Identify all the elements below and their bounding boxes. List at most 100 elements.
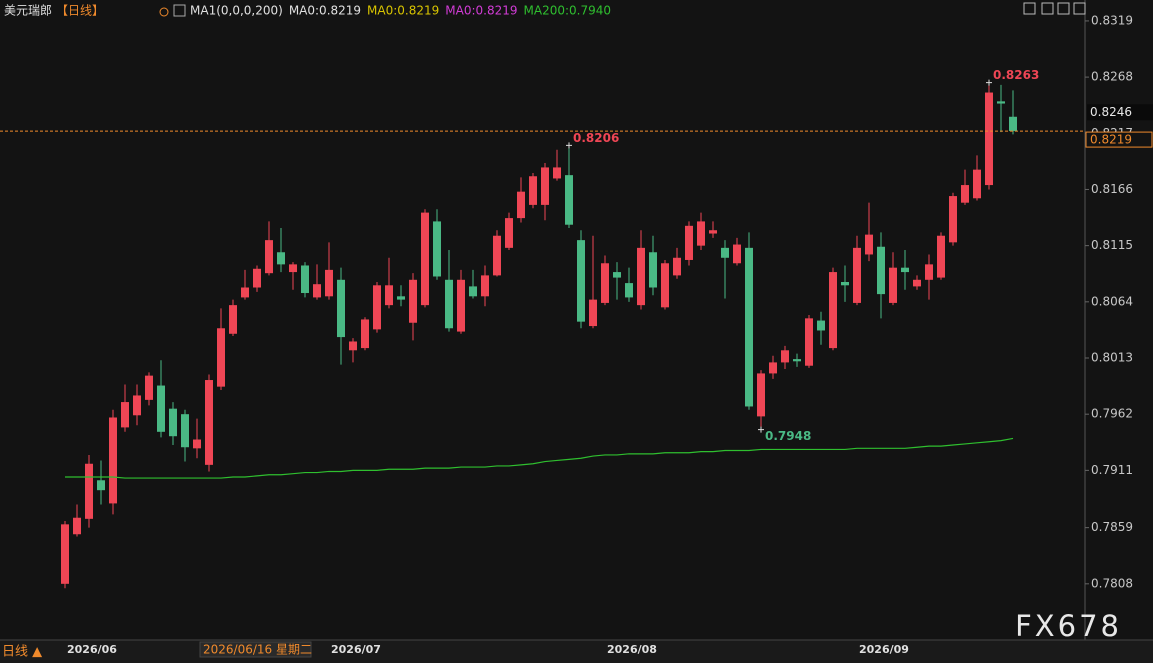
candle-body: [697, 221, 705, 246]
window-controls: [1023, 2, 1086, 15]
annotation: 0.8263: [993, 68, 1039, 82]
x-tick-label: 2026/07: [331, 643, 381, 656]
annotation-marker: [566, 142, 572, 149]
x-tick-label: 2026/08: [607, 643, 657, 656]
candle-body: [73, 517, 81, 535]
control-split[interactable]: [1041, 2, 1054, 15]
candle-body: [325, 269, 333, 297]
last-price-label: 0.8219: [1090, 133, 1132, 147]
annotation: 0.8206: [573, 131, 619, 145]
candle-body: [421, 212, 429, 306]
candle-body: [121, 402, 129, 428]
candle-body: [589, 299, 597, 327]
control-max[interactable]: [1057, 2, 1070, 15]
candle-body: [841, 281, 849, 286]
control-move[interactable]: [1023, 2, 1036, 15]
y-tick-label: 0.8013: [1091, 351, 1133, 365]
candle-body: [577, 240, 585, 322]
y-tick-label: 0.8319: [1091, 13, 1133, 27]
candle-body: [133, 395, 141, 416]
candle-body: [253, 268, 261, 288]
candle-body: [817, 320, 825, 331]
legend-item: MA1(0,0,0,200): [190, 4, 283, 18]
candle-body: [613, 272, 621, 278]
y-tick-label: 0.7962: [1091, 407, 1133, 421]
candle-body: [145, 375, 153, 400]
x-tick-label: 2026/09: [859, 643, 909, 656]
legend-item: MA0:0.8219: [289, 4, 361, 18]
candle-body: [985, 92, 993, 186]
crosshair-box: [199, 641, 312, 658]
candle-body: [445, 279, 453, 329]
candle-body: [649, 252, 657, 288]
candle-body: [757, 373, 765, 417]
candle-body: [505, 218, 513, 248]
candle-body: [229, 305, 237, 334]
candle-body: [637, 247, 645, 306]
candle-body: [937, 235, 945, 278]
x-axis-band: [0, 640, 1153, 663]
candle-body: [289, 264, 297, 273]
candle-body: [685, 225, 693, 260]
last-price-box: [1085, 131, 1153, 148]
annotation: 0.7948: [765, 429, 811, 443]
candle-body: [541, 167, 549, 205]
y-tick-label: 0.7911: [1091, 463, 1133, 477]
y-tick-label: 0.8064: [1091, 294, 1133, 308]
candle-body: [949, 196, 957, 243]
candle-body: [997, 101, 1005, 104]
price-label: 0.8246: [1090, 105, 1132, 119]
candle-body: [829, 272, 837, 349]
candle-body: [109, 417, 117, 504]
y-tick-label: 0.8166: [1091, 182, 1133, 196]
candle-body: [397, 296, 405, 300]
candle-body: [277, 252, 285, 265]
y-tick-label: 0.8268: [1091, 70, 1133, 84]
candle-body: [61, 524, 69, 584]
indicator-icon[interactable]: [173, 4, 186, 17]
x-tick-label: 2026/06: [67, 643, 117, 656]
y-tick-label: 0.8115: [1091, 238, 1133, 252]
legend-item: MA200:0.7940: [524, 4, 612, 18]
crosshair-label: 2026/06/16 星期二: [203, 643, 312, 657]
candle-body: [793, 359, 801, 362]
candle-body: [973, 169, 981, 199]
candle-body: [565, 175, 573, 225]
candle-body: [361, 319, 369, 349]
candle-body: [493, 235, 501, 276]
legend-item: MA0:0.8219: [445, 4, 517, 18]
candle-body: [961, 185, 969, 203]
candle-body: [853, 247, 861, 303]
price-label-box: [1087, 104, 1153, 121]
candle-body: [265, 240, 273, 274]
settings-icon[interactable]: [159, 7, 169, 17]
y-tick-label: 0.7808: [1091, 576, 1133, 590]
watermark: FX678: [1015, 609, 1122, 643]
candle-body: [781, 350, 789, 363]
candle-body: [733, 244, 741, 264]
candle-body: [889, 267, 897, 303]
ma-line: [65, 437, 1014, 479]
candle-body: [625, 283, 633, 298]
candle-body: [337, 279, 345, 338]
candle-body: [241, 287, 249, 298]
candle-body: [925, 264, 933, 280]
candle-body: [217, 328, 225, 387]
candle-body: [673, 257, 681, 276]
candle-body: [181, 414, 189, 448]
candle-body: [805, 318, 813, 366]
candle-body: [661, 263, 669, 308]
control-close[interactable]: [1073, 2, 1086, 15]
candle-body: [1009, 116, 1017, 132]
period: 【日线】: [56, 4, 104, 18]
period-switch[interactable]: 日线 ▲: [2, 645, 42, 660]
annotation-marker: [986, 79, 992, 86]
candle-body: [301, 265, 309, 294]
annotation-marker: [758, 426, 764, 433]
candle-body: [457, 279, 465, 332]
candle-body: [481, 275, 489, 297]
candle-body: [85, 463, 93, 519]
candle-body: [517, 191, 525, 219]
candle-body: [913, 279, 921, 287]
